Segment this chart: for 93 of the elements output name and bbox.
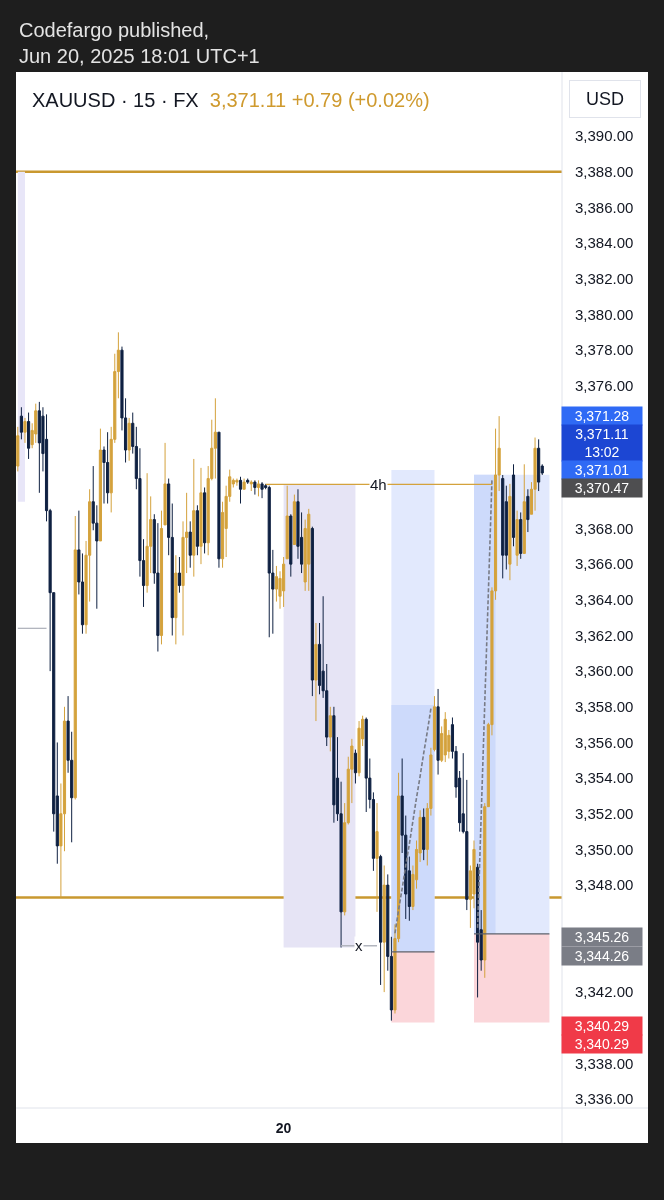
candlestick xyxy=(26,412,31,460)
candlestick xyxy=(501,474,505,579)
text: XAUUSD · 15 · FX xyxy=(32,89,199,111)
candlestick xyxy=(253,479,257,496)
candlestick xyxy=(364,716,368,813)
candlestick xyxy=(249,479,253,492)
candlestick xyxy=(238,476,243,505)
text: 3,340.29 xyxy=(574,1036,630,1052)
candlestick xyxy=(267,485,271,638)
candlestick xyxy=(375,802,379,913)
text: 3,371.01 xyxy=(574,462,630,478)
y-tick-label: 3,354.00 xyxy=(575,769,634,787)
y-tick-label: 3,388.00 xyxy=(575,163,634,181)
candlestick xyxy=(533,437,537,512)
text: 3,344.26 xyxy=(574,948,630,964)
candlestick xyxy=(522,463,526,554)
y-tick-label: 3,360.00 xyxy=(575,662,634,680)
candlestick xyxy=(537,438,541,492)
y-tick-label: 3,382.00 xyxy=(575,270,634,288)
candlestick xyxy=(98,428,102,542)
candlestick xyxy=(127,417,131,462)
candlestick xyxy=(177,556,182,594)
candlestick xyxy=(379,854,383,986)
candlestick xyxy=(260,481,264,499)
candlestick xyxy=(332,706,336,824)
candlestick xyxy=(511,463,516,547)
candlestick xyxy=(292,494,296,546)
y-tick-label: 3,386.00 xyxy=(575,198,634,216)
text: 3,371.11 +0.79 (+0.02%) xyxy=(209,89,430,111)
candlestick xyxy=(199,467,203,565)
candlestick xyxy=(242,478,246,490)
candlestick xyxy=(382,864,386,993)
y-tick-label: 3,342.00 xyxy=(575,983,634,1001)
x-tick-label: 20 xyxy=(275,1120,292,1136)
y-tick-label: 3,376.00 xyxy=(575,377,634,395)
y-tick-label: 3,338.00 xyxy=(575,1054,634,1072)
text: 3,340.29 xyxy=(574,1018,630,1034)
candlestick xyxy=(256,479,261,497)
y-tick-label: 3,362.00 xyxy=(575,626,634,644)
candlestick xyxy=(73,515,77,801)
y-tick-label: 3,378.00 xyxy=(575,341,634,359)
y-axis-title: USD xyxy=(585,89,625,109)
candlestick xyxy=(436,688,440,776)
candlestick xyxy=(23,417,27,444)
candlestick xyxy=(19,406,23,440)
candlestick xyxy=(235,478,239,487)
y-tick-label: 3,352.00 xyxy=(575,805,634,823)
candlestick xyxy=(16,426,20,472)
candlestick xyxy=(188,520,192,569)
candlestick xyxy=(307,508,311,592)
candlestick xyxy=(217,431,221,569)
candlestick xyxy=(357,720,361,777)
text: Codefargo published, xyxy=(19,19,210,41)
candlestick xyxy=(526,488,530,533)
y-tick-label: 3,348.00 xyxy=(575,876,634,894)
y-tick-label: 3,390.00 xyxy=(575,127,634,145)
candlestick xyxy=(443,711,447,763)
candlestick xyxy=(314,622,318,722)
text: 3,370.47 xyxy=(574,480,630,496)
y-tick-label: 3,384.00 xyxy=(575,234,634,252)
y-tick-label: 3,366.00 xyxy=(575,555,634,573)
y-tick-label: 3,358.00 xyxy=(575,698,634,716)
candlestick xyxy=(508,483,512,581)
candlestick xyxy=(145,472,149,594)
candlestick xyxy=(310,526,314,697)
candlestick xyxy=(106,431,110,505)
y-tick-label: 3,350.00 xyxy=(575,840,634,858)
candlestick xyxy=(174,554,178,645)
y-tick-label: 3,336.00 xyxy=(575,1090,634,1108)
candlestick xyxy=(328,706,332,752)
candlestick xyxy=(289,513,293,578)
candlestick xyxy=(192,458,196,578)
series-label: 4h xyxy=(370,476,387,493)
candlestick xyxy=(515,510,519,567)
candlestick xyxy=(519,511,523,560)
candlestick xyxy=(213,397,217,480)
y-tick-label: 3,364.00 xyxy=(575,591,634,609)
text: 3,345.26 xyxy=(574,929,630,945)
candlestick xyxy=(37,401,41,494)
text: 3,371.28 xyxy=(574,408,630,424)
candlestick xyxy=(195,504,199,556)
y-tick-label: 3,356.00 xyxy=(575,733,634,751)
candlestick xyxy=(203,486,207,554)
y-tick-label: 3,368.00 xyxy=(575,519,634,537)
text: Jun 20, 2025 18:01 UTC+1 xyxy=(19,45,260,67)
y-tick-label: 3,380.00 xyxy=(575,305,634,323)
line-series xyxy=(394,707,432,935)
candlestick xyxy=(34,403,38,444)
candlestick xyxy=(422,807,426,861)
candlestick xyxy=(246,478,250,485)
line-series xyxy=(476,479,493,929)
candlestick xyxy=(353,749,358,784)
text: 3,371.11 13:02 xyxy=(575,425,629,461)
